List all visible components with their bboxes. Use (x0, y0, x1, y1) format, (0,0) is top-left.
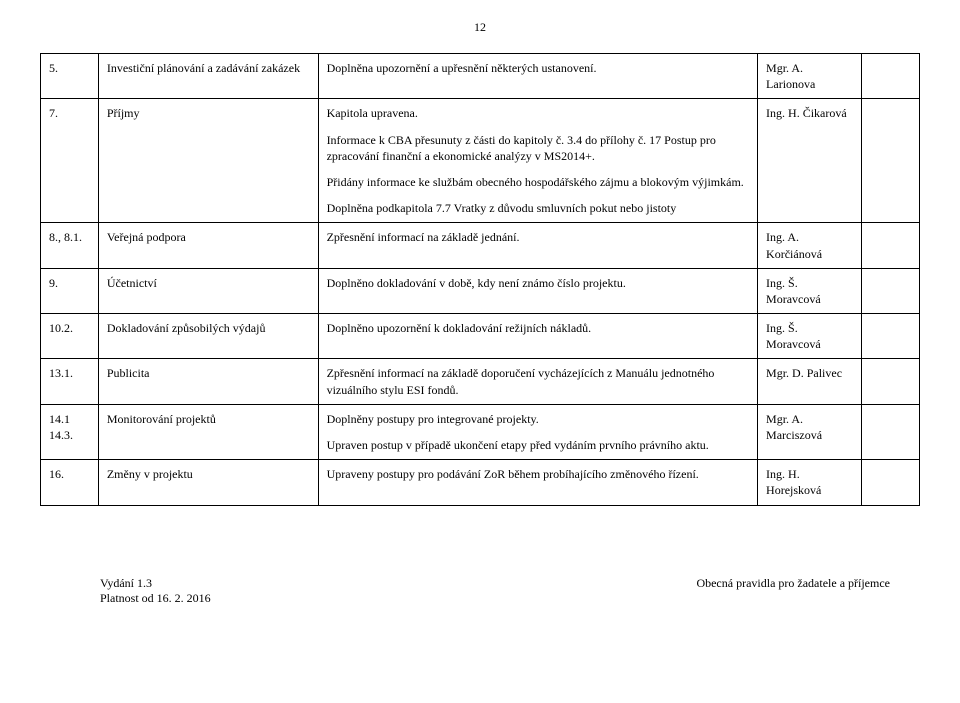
row-description: Doplněno upozornění k dokladování režijn… (318, 314, 757, 359)
table-row: 7.Příjmy Kapitola upravena. Informace k CB… (41, 99, 920, 223)
description-paragraph: Doplněny postupy pro integrované projekt… (327, 411, 749, 427)
row-empty (862, 359, 920, 404)
row-description: Zpřesnění informací na základě jednání. (318, 223, 757, 268)
row-author: Mgr. D. Palivec (758, 359, 862, 404)
page-number: 12 (40, 20, 920, 35)
table-row: 5.Investiční plánování a zadávání zakáze… (41, 54, 920, 99)
row-empty (862, 54, 920, 99)
row-empty (862, 99, 920, 223)
description-paragraph: Upraven postup v případě ukončení etapy … (327, 437, 749, 453)
row-number: 8., 8.1. (41, 223, 99, 268)
row-title: Účetnictví (98, 268, 318, 313)
row-empty (862, 404, 920, 459)
row-title: Investiční plánování a zadávání zakázek (98, 54, 318, 99)
footer-edition: Vydání 1.3 (100, 576, 211, 591)
row-author: Ing. Š. Moravcová (758, 314, 862, 359)
description-paragraph: Upraveny postupy pro podávání ZoR během … (327, 466, 749, 482)
description-paragraph: Doplněno upozornění k dokladování režijn… (327, 320, 749, 336)
row-author: Ing. H. Čikarová (758, 99, 862, 223)
row-empty (862, 314, 920, 359)
row-number: 13.1. (41, 359, 99, 404)
description-paragraph: Doplněna upozornění a upřesnění některýc… (327, 60, 749, 76)
row-author: Mgr. A. Larionova (758, 54, 862, 99)
table-row: 8., 8.1.Veřejná podpora Zpřesnění informa… (41, 223, 920, 268)
row-number: 9. (41, 268, 99, 313)
description-paragraph: Kapitola upravena. (327, 105, 749, 121)
description-paragraph: Zpřesnění informací na základě jednání. (327, 229, 749, 245)
row-number: 7. (41, 99, 99, 223)
row-description: Doplněna upozornění a upřesnění některýc… (318, 54, 757, 99)
row-title: Příjmy (98, 99, 318, 223)
table-row: 13.1.Publicita Zpřesnění informací na zák… (41, 359, 920, 404)
changes-table: 5.Investiční plánování a zadávání zakáze… (40, 53, 920, 506)
row-author: Mgr. A. Marciszová (758, 404, 862, 459)
row-number: 10.2. (41, 314, 99, 359)
row-description: Zpřesnění informací na základě doporučen… (318, 359, 757, 404)
row-title: Dokladování způsobilých výdajů (98, 314, 318, 359)
row-empty (862, 268, 920, 313)
row-author: Ing. A. Korčiánová (758, 223, 862, 268)
footer-validity: Platnost od 16. 2. 2016 (100, 591, 211, 606)
row-number: 14.1 14.3. (41, 404, 99, 459)
row-description: Upraveny postupy pro podávání ZoR během … (318, 460, 757, 505)
description-paragraph: Přidány informace ke službám obecného ho… (327, 174, 749, 190)
row-title: Změny v projektu (98, 460, 318, 505)
row-author: Ing. Š. Moravcová (758, 268, 862, 313)
row-empty (862, 223, 920, 268)
row-author: Ing. H. Horejsková (758, 460, 862, 505)
row-description: Doplněno dokladování v době, kdy není zn… (318, 268, 757, 313)
row-title: Veřejná podpora (98, 223, 318, 268)
description-paragraph: Doplněna podkapitola 7.7 Vratky z důvodu… (327, 200, 749, 216)
row-empty (862, 460, 920, 505)
page-footer: Vydání 1.3 Platnost od 16. 2. 2016 Obecn… (40, 576, 920, 606)
description-paragraph: Zpřesnění informací na základě doporučen… (327, 365, 749, 397)
table-row: 14.1 14.3.Monitorování projektů Doplněny … (41, 404, 920, 459)
row-title: Monitorování projektů (98, 404, 318, 459)
description-paragraph: Doplněno dokladování v době, kdy není zn… (327, 275, 749, 291)
table-row: 10.2.Dokladování způsobilých výdajů Dopln… (41, 314, 920, 359)
row-number: 16. (41, 460, 99, 505)
row-title: Publicita (98, 359, 318, 404)
footer-doc-title: Obecná pravidla pro žadatele a příjemce (696, 576, 890, 606)
row-description: Doplněny postupy pro integrované projekt… (318, 404, 757, 459)
row-number: 5. (41, 54, 99, 99)
table-row: 16.Změny v projektu Upraveny postupy pro … (41, 460, 920, 505)
description-paragraph: Informace k CBA přesunuty z části do kap… (327, 132, 749, 164)
table-row: 9.Účetnictví Doplněno dokladování v době,… (41, 268, 920, 313)
row-description: Kapitola upravena. Informace k CBA přesun… (318, 99, 757, 223)
